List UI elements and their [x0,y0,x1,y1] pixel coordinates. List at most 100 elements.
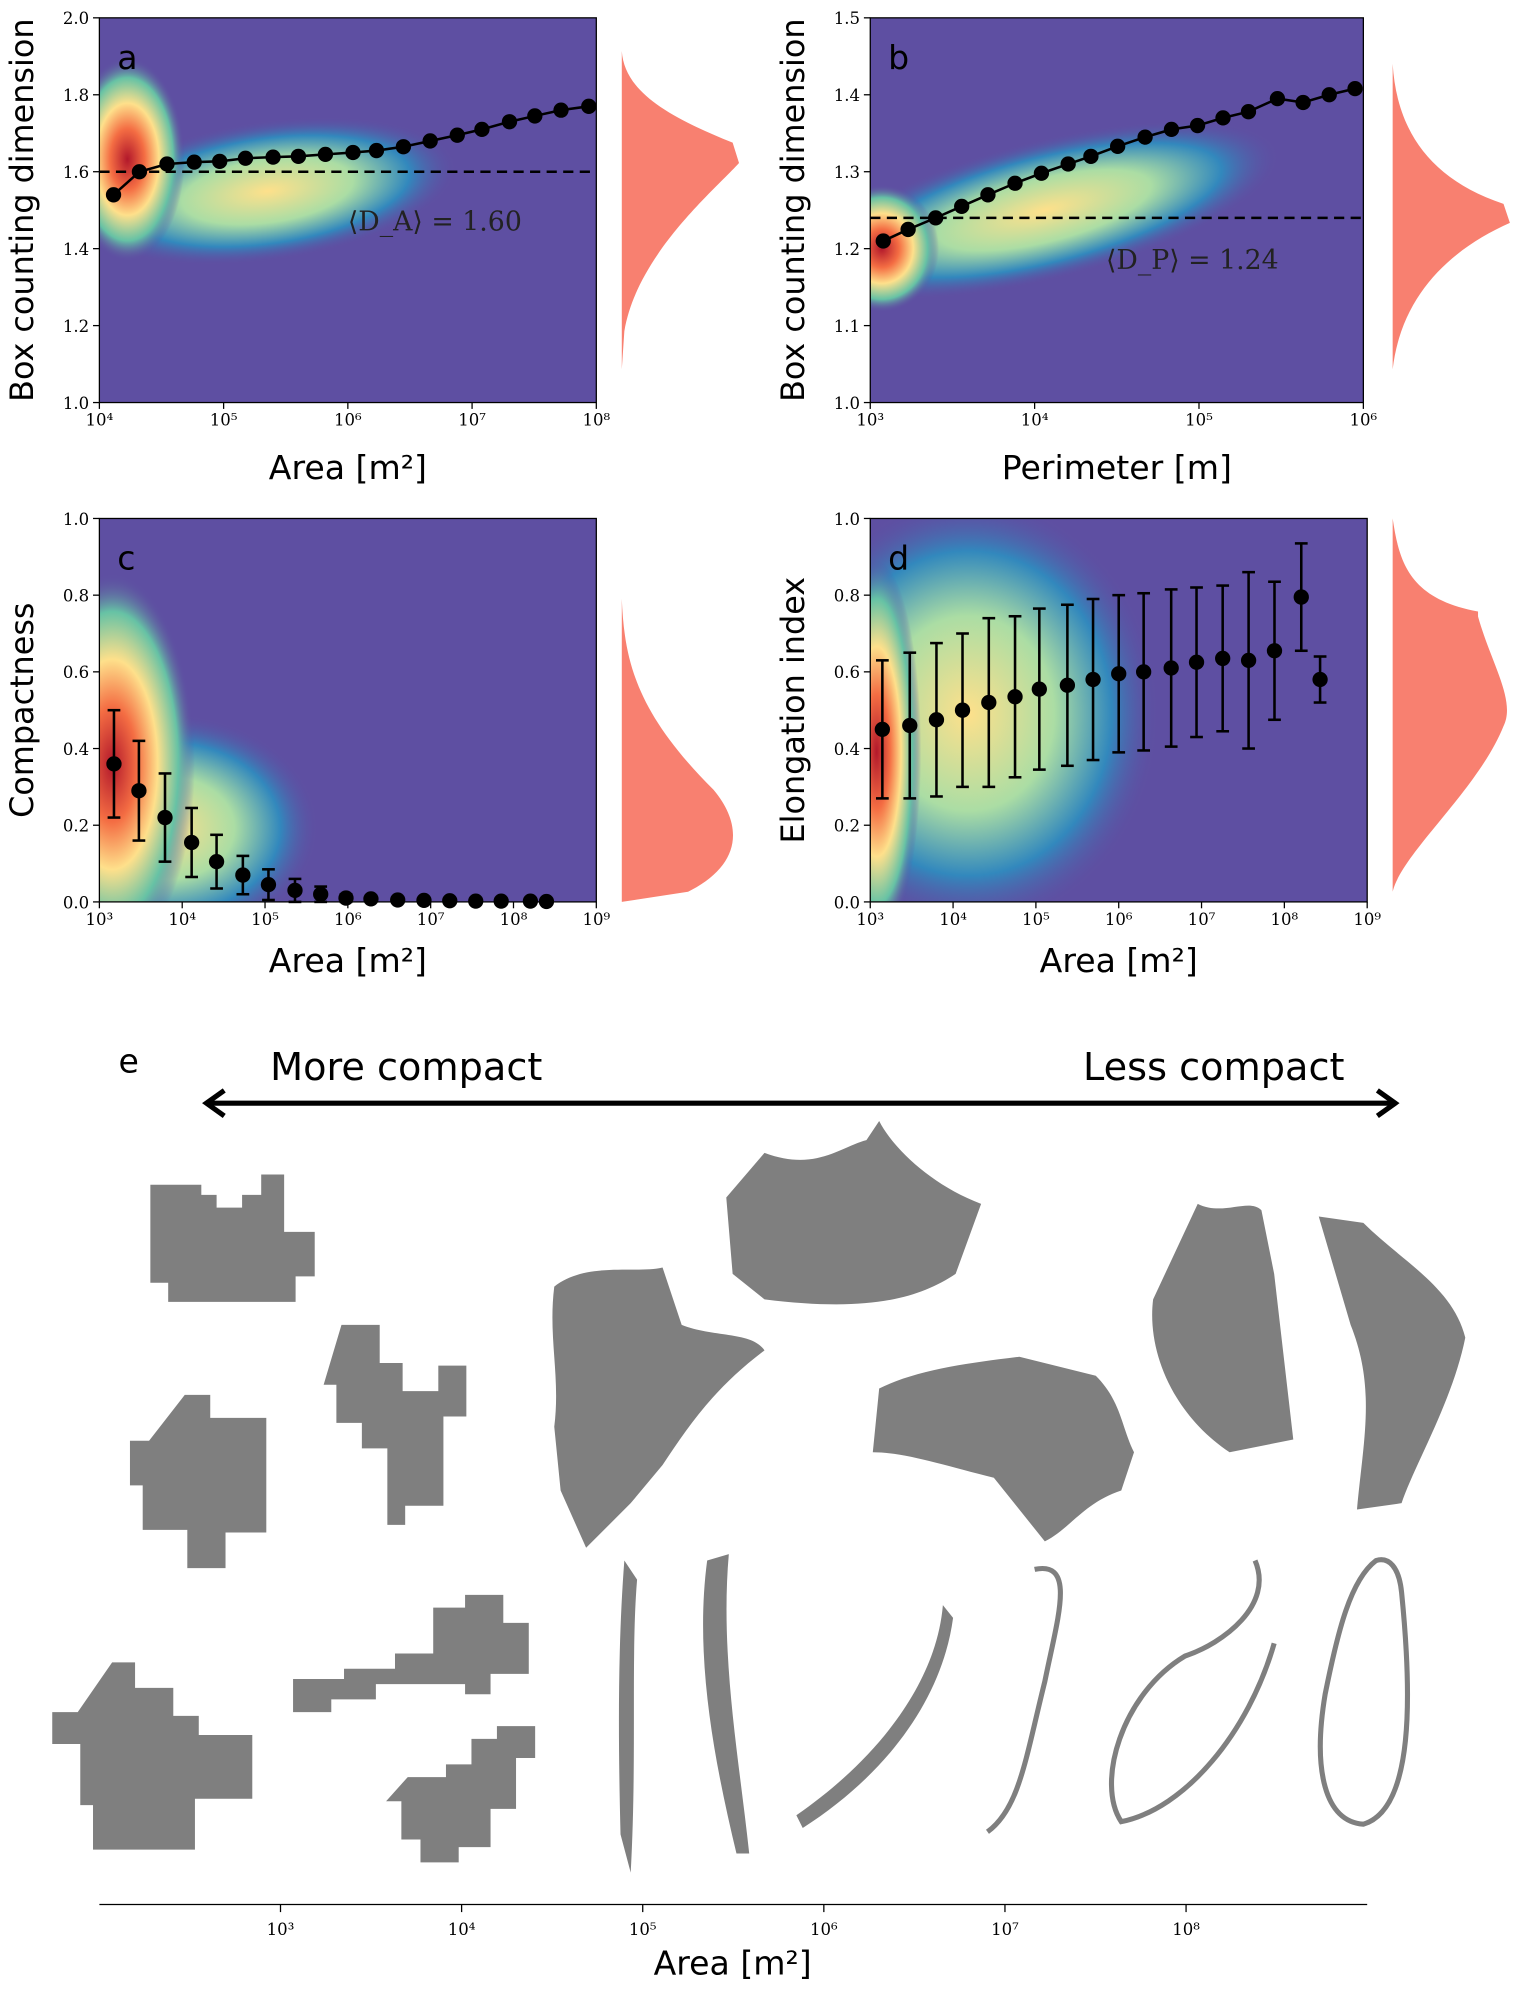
y-tick-label: 1.5 [834,9,860,28]
x-tick-label: 10⁸ [582,410,610,429]
data-point [416,892,432,909]
data-point [902,717,918,734]
patch-shapes [52,1121,1466,1873]
data-point [468,893,484,909]
y-tick-label: 0.2 [834,817,860,836]
y-axis-label: Elongation index [774,577,812,844]
x-tick-label: 10⁶ [334,410,362,429]
data-point [954,198,970,214]
data-point [1240,104,1257,120]
data-point [260,877,277,893]
data-point [1347,80,1363,97]
data-point [1031,681,1047,697]
panel-label: d [888,538,909,577]
data-point [1163,660,1179,676]
x-tick-label: 10⁴ [939,910,967,929]
y-tick-label: 1.8 [63,86,89,105]
x-tick-label: 10⁴ [448,1920,476,1939]
y-tick-label: 0.0 [834,893,860,912]
data-point [106,756,122,772]
data-point [1312,671,1328,688]
data-point [1060,156,1076,172]
data-point [1007,689,1023,705]
data-point [1163,121,1180,138]
y-tick-label: 0.4 [834,740,860,759]
panel-label: b [888,38,909,77]
data-point [954,702,971,718]
data-point [186,154,202,170]
x-tick-label: 10⁵ [1185,410,1213,429]
x-tick-label: 10⁸ [1172,1920,1200,1939]
x-tick-label: 10⁷ [991,1920,1019,1939]
panel-label: c [117,538,135,577]
heatmap [99,17,597,403]
x-tick-label: 10⁸ [1271,910,1299,929]
data-point [363,891,379,907]
y-tick-label: 0.8 [63,587,89,606]
data-point [981,694,997,711]
data-point [208,854,225,870]
x-tick-label: 10⁷ [1188,910,1216,929]
y-tick-label: 1.6 [63,163,89,182]
data-point [1215,110,1231,126]
data-point [1033,165,1050,181]
data-point [928,210,944,226]
data-point [581,98,597,114]
y-tick-label: 1.4 [63,240,89,259]
x-tick-label: 10⁶ [1105,910,1133,929]
marginal-histogram [621,598,734,902]
x-tick-label: 10⁴ [1021,410,1049,429]
data-point [395,139,412,155]
x-axis-label: Area [m²] [269,448,427,487]
data-point [1110,138,1126,154]
y-tick-label: 0.4 [63,740,89,759]
x-tick-label: 10³ [856,410,884,429]
y-tick-label: 2.0 [63,9,89,28]
data-point [345,144,361,161]
y-axis-label: Box counting dimension [3,18,41,401]
data-point [265,149,281,165]
x-tick-label: 10⁶ [810,1920,838,1939]
y-tick-label: 0.6 [834,663,860,682]
heatmap [99,518,597,902]
data-point [1269,90,1286,107]
annotation: Less compact [1083,1046,1344,1090]
y-axis-label: Compactness [3,602,41,817]
data-point [313,886,329,902]
x-tick-label: 10⁹ [1353,910,1381,929]
y-tick-label: 1.2 [63,317,89,336]
y-tick-label: 1.2 [834,240,860,259]
y-tick-label: 0.2 [63,817,89,836]
data-point [1189,117,1206,134]
x-tick-label: 10⁴ [86,410,114,429]
x-tick-label: 10³ [267,1920,295,1939]
x-tick-label: 10⁹ [582,910,610,929]
data-point [1293,589,1309,605]
y-tick-label: 1.0 [834,510,860,529]
data-point [422,133,438,149]
data-point [1240,652,1257,668]
data-point [493,893,509,909]
data-point [527,108,543,124]
data-point [159,156,175,172]
data-point [474,121,490,138]
y-tick-label: 1.4 [834,86,860,105]
x-axis-label: Area [m²] [654,1944,812,1983]
panel-label: e [118,1042,138,1081]
data-point [522,893,539,909]
data-point [1137,129,1153,145]
x-tick-label: 10⁴ [168,910,196,929]
data-point [290,148,307,164]
data-point [538,893,555,910]
data-point [1321,87,1337,103]
y-tick-label: 1.0 [834,394,860,413]
annotation: ⟨D_A⟩ = 1.60 [348,206,522,237]
data-point [1215,650,1231,667]
data-point [1059,677,1076,693]
marginal-histogram [1392,518,1507,892]
data-point [553,102,569,118]
x-tick-label: 10³ [856,910,884,929]
data-point [1266,643,1283,659]
plot-frame [869,17,1364,404]
